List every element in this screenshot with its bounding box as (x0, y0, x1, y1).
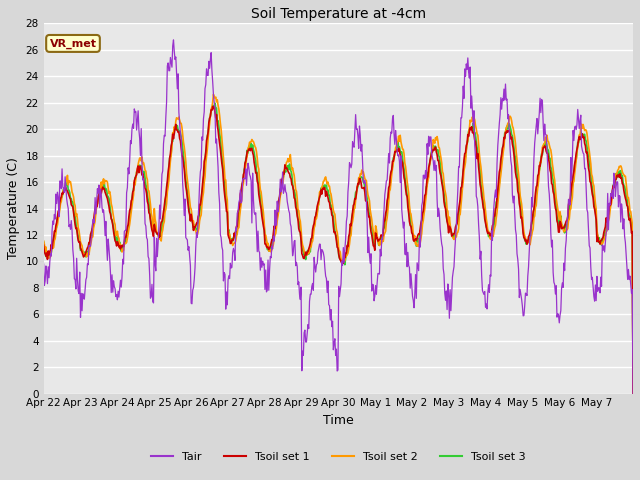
Line: Tair: Tair (44, 40, 633, 399)
Tsoil set 3 (247, 141, 255, 146)
Tsoil set 2 (247, 139, 255, 144)
Line: Tsoil set 2: Tsoil set 2 (44, 95, 633, 397)
Line: Tsoil set 1: Tsoil set 1 (44, 107, 633, 393)
Tsoil set 2 (218, 136, 226, 142)
Tsoil set 1 (400, 175, 408, 180)
Tsoil set 3 (40, 240, 47, 245)
Tsoil set 2 (269, 241, 277, 247)
Tsoil set 3 (269, 233, 277, 239)
Tsoil set 2 (629, 395, 637, 400)
Tsoil set 1 (40, 242, 47, 248)
Tsoil set 3 (211, 100, 219, 106)
Tair (109, 289, 116, 295)
Tair (40, 261, 47, 267)
Tsoil set 3 (109, 220, 116, 226)
X-axis label: Time: Time (323, 414, 354, 427)
Legend: Tair, Tsoil set 1, Tsoil set 2, Tsoil set 3: Tair, Tsoil set 1, Tsoil set 2, Tsoil se… (147, 447, 530, 466)
Line: Tsoil set 3: Tsoil set 3 (44, 103, 633, 393)
Tsoil set 2 (40, 238, 47, 244)
Tsoil set 2 (400, 151, 408, 156)
Tsoil set 1 (247, 145, 255, 151)
Y-axis label: Temperature (C): Temperature (C) (7, 157, 20, 260)
Tsoil set 1 (269, 230, 277, 236)
Tair (247, 178, 255, 184)
Tair (170, 37, 177, 43)
Tair (433, 196, 441, 202)
Tair (400, 219, 408, 225)
Tair (629, 396, 637, 402)
Tsoil set 1 (218, 161, 226, 167)
Tsoil set 1 (209, 104, 216, 109)
Tsoil set 3 (629, 390, 637, 396)
Tair (218, 244, 226, 250)
Tsoil set 3 (400, 166, 408, 172)
Tsoil set 2 (210, 92, 218, 97)
Tsoil set 1 (109, 222, 116, 228)
Tsoil set 1 (433, 152, 441, 157)
Tsoil set 3 (433, 148, 441, 154)
Tsoil set 3 (218, 154, 226, 159)
Text: VR_met: VR_met (49, 38, 97, 48)
Tair (269, 233, 277, 239)
Title: Soil Temperature at -4cm: Soil Temperature at -4cm (251, 7, 426, 21)
Tsoil set 2 (433, 134, 441, 140)
Tsoil set 1 (629, 390, 637, 396)
Tsoil set 2 (109, 209, 116, 215)
